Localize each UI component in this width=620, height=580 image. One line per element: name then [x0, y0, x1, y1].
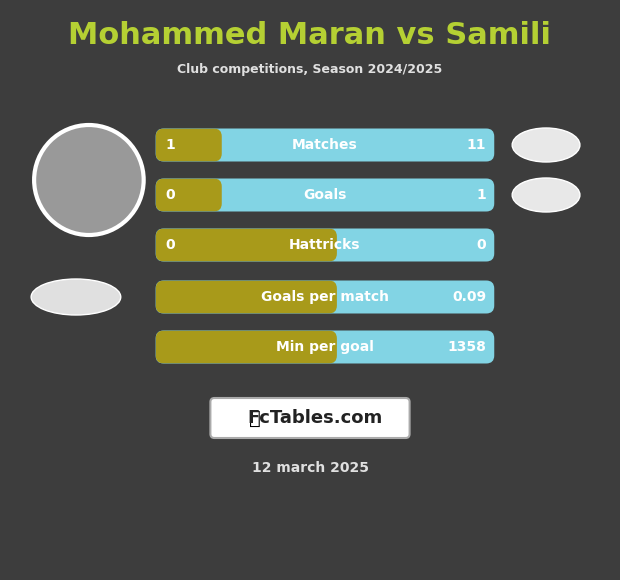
FancyBboxPatch shape — [156, 229, 337, 262]
Ellipse shape — [512, 178, 580, 212]
Circle shape — [34, 125, 144, 235]
FancyBboxPatch shape — [156, 129, 494, 161]
Text: 1: 1 — [166, 138, 175, 152]
FancyBboxPatch shape — [210, 398, 410, 438]
Ellipse shape — [512, 128, 580, 162]
Text: 12 march 2025: 12 march 2025 — [252, 461, 368, 475]
Text: 1358: 1358 — [448, 340, 486, 354]
FancyBboxPatch shape — [156, 281, 494, 314]
Text: 0: 0 — [477, 238, 486, 252]
Text: 11: 11 — [467, 138, 486, 152]
FancyBboxPatch shape — [156, 331, 337, 364]
FancyBboxPatch shape — [156, 179, 494, 212]
Text: Club competitions, Season 2024/2025: Club competitions, Season 2024/2025 — [177, 63, 443, 77]
FancyBboxPatch shape — [156, 129, 222, 161]
FancyBboxPatch shape — [156, 179, 222, 212]
Text: 1: 1 — [477, 188, 486, 202]
Text: 0.09: 0.09 — [452, 290, 486, 304]
Ellipse shape — [31, 279, 121, 315]
Text: Min per goal: Min per goal — [276, 340, 374, 354]
Text: 📊: 📊 — [249, 408, 261, 427]
FancyBboxPatch shape — [156, 229, 494, 262]
Text: 0: 0 — [166, 238, 175, 252]
Text: Matches: Matches — [292, 138, 358, 152]
Text: FcTables.com: FcTables.com — [247, 409, 383, 427]
Text: Goals: Goals — [303, 188, 347, 202]
Text: 0: 0 — [166, 188, 175, 202]
Text: Mohammed Maran vs Samili: Mohammed Maran vs Samili — [68, 20, 552, 49]
FancyBboxPatch shape — [156, 331, 494, 364]
FancyBboxPatch shape — [156, 281, 337, 314]
Text: Hattricks: Hattricks — [289, 238, 361, 252]
Text: Goals per match: Goals per match — [261, 290, 389, 304]
